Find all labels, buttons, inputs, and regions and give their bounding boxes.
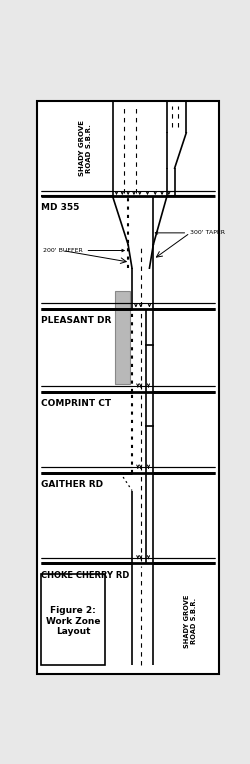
Text: CHOKE CHERRY RD: CHOKE CHERRY RD bbox=[41, 571, 129, 580]
Text: SHADY GROVE
ROAD S.B.R.: SHADY GROVE ROAD S.B.R. bbox=[79, 121, 92, 176]
Text: SHADY GROVE
ROAD S.B.R.: SHADY GROVE ROAD S.B.R. bbox=[184, 594, 196, 648]
Text: 300' TAPER: 300' TAPER bbox=[155, 231, 225, 235]
Text: MD 355: MD 355 bbox=[41, 203, 79, 212]
Bar bbox=[114, 291, 130, 384]
Text: Figure 2:
Work Zone
Layout: Figure 2: Work Zone Layout bbox=[46, 606, 100, 636]
Text: 200' BUFFER: 200' BUFFER bbox=[43, 248, 124, 253]
Text: COMPRINT CT: COMPRINT CT bbox=[41, 399, 111, 408]
Bar bbox=[41, 574, 105, 665]
Text: PLEASANT DR: PLEASANT DR bbox=[41, 316, 111, 325]
Text: GAITHER RD: GAITHER RD bbox=[41, 480, 103, 489]
